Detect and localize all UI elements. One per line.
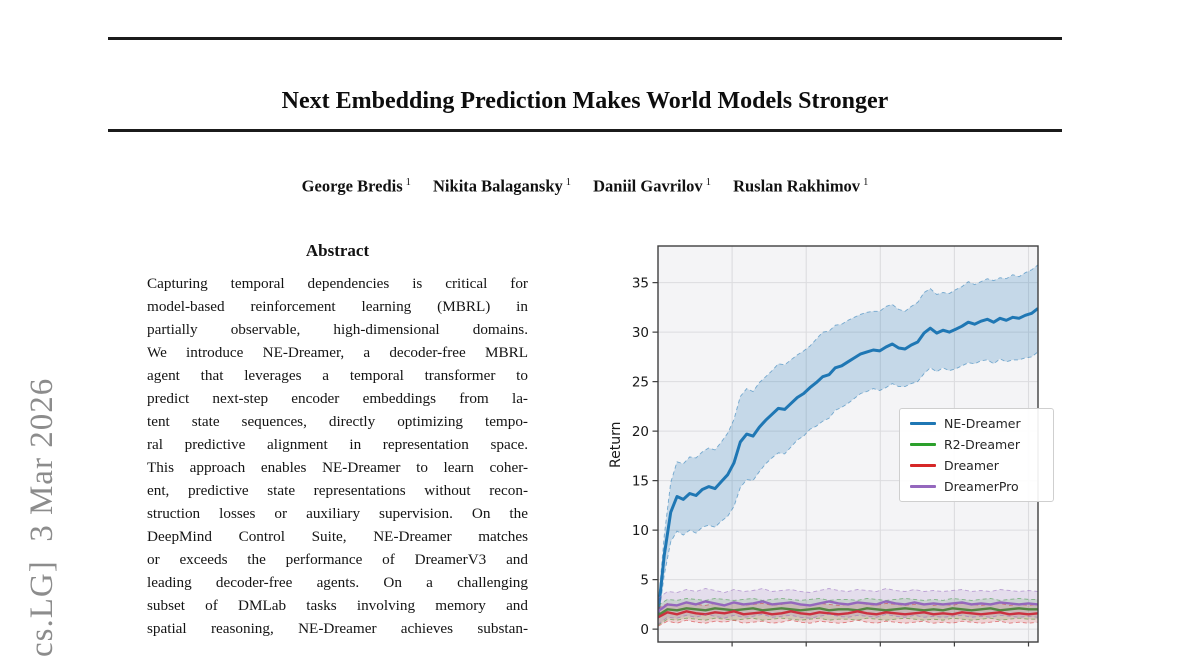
legend-line-swatch [910,484,936,489]
abstract-line: DeepMind Control Suite, NE-Dreamer match… [147,528,528,545]
legend-line-swatch [910,442,936,447]
author: Nikita Balagansky 1 [433,172,571,198]
arxiv-watermark: cs.LG] 3 Mar 2026 [24,377,60,657]
author: Daniil Gavrilov 1 [593,172,711,198]
abstract-line: leading decoder-free agents. On a challe… [147,574,528,591]
legend-item-DreamerPro: DreamerPro [910,478,1043,495]
band-lower-edge-DreamerPro [658,613,1038,625]
legend-label: Dreamer [944,458,999,473]
confidence-band-NE-Dreamer [658,264,1038,622]
y-axis-label: Return [608,422,624,468]
results-figure: 0 5 10 15 20 25 30 35 Return NE-Dreamer R2-Dream… [600,240,1060,648]
y-tick-label: 25 [632,374,649,390]
paper-title: Next Embedding Prediction Makes World Mo… [281,88,889,115]
author: Ruslan Rakhimov 1 [733,172,868,198]
y-tick-label: 15 [632,473,649,489]
abstract-line: spatial reasoning, NE-Dreamer achieves s… [147,620,528,637]
band-lower-edge-Dreamer [658,619,1038,627]
abstract-line: partially observable, high-dimensional d… [147,321,528,338]
author-name: Nikita Balagansky [433,176,563,196]
chart-legend: NE-Dreamer R2-Dreamer Dreamer DreamerPro [899,408,1054,502]
series-line-DreamerPro [658,600,1038,613]
band-upper-edge-NE-Dreamer [658,264,1038,608]
series-line-R2-Dreamer [658,607,1038,617]
authors-line: George Bredis 1 Nikita Balagansky 1 Daniil… [108,172,1062,198]
author-affiliation-superscript: 1 [405,177,411,188]
abstract-line: subset of DMLab tasks involving memory a… [147,597,528,614]
abstract-line: predict next-step encoder embeddings fro… [147,390,528,407]
abstract-line: struction losses or auxiliary supervisio… [147,505,528,522]
abstract-line: ral predictive alignment in representati… [147,436,528,453]
y-tick-label: 20 [632,424,649,440]
author-name: Ruslan Rakhimov [733,176,861,196]
legend-item-NE-Dreamer: NE-Dreamer [910,415,1043,432]
abstract-line: We introduce NE-Dreamer, a decoder-free … [147,344,528,361]
legend-item-R2-Dreamer: R2-Dreamer [910,436,1043,453]
legend-item-Dreamer: Dreamer [910,457,1043,474]
abstract-line: This approach enables NE-Dreamer to lear… [147,459,528,476]
abstract-line: tent state sequences, directly optimizin… [147,413,528,430]
legend-label: NE-Dreamer [944,416,1021,431]
abstract-line: ent, predictive state representations wi… [147,482,528,499]
y-tick-label: 35 [632,275,649,291]
legend-label: DreamerPro [944,479,1019,494]
gridlines [658,246,1038,642]
y-tick-label: 5 [640,572,649,588]
abstract-heading: Abstract [305,241,370,260]
author-name: George Bredis [301,176,403,196]
confidence-band-DreamerPro [658,588,1038,625]
abstract-line: model-based reinforcement learning (MBRL… [147,298,528,315]
author-affiliation-superscript: 1 [705,177,711,188]
axes-layer [652,282,1030,647]
author-name: Daniil Gavrilov [593,176,703,196]
band-upper-edge-R2-Dreamer [658,597,1038,606]
series-line-Dreamer [658,610,1038,619]
band-lower-edge-R2-Dreamer [658,617,1038,626]
legend-line-swatch [910,421,936,426]
y-tick-label: 30 [632,325,649,341]
abstract-line: or exceeds the performance of DreamerV3 … [147,551,528,568]
tick-labels: 0 5 10 15 20 25 30 35 [632,275,649,638]
header-rule-top [108,37,1062,40]
series-layer [658,264,1038,627]
y-tick-label: 10 [632,523,649,539]
header-rule-bottom [108,129,1062,132]
abstract-line: agent that leverages a temporal transfor… [147,367,528,384]
author-affiliation-superscript: 1 [565,177,572,188]
abstract-body: Capturing temporal dependencies is criti… [147,272,528,640]
author: George Bredis 1 [302,172,411,198]
author-affiliation-superscript: 1 [863,177,869,188]
legend-line-swatch [910,463,936,468]
legend-label: R2-Dreamer [944,437,1020,452]
abstract-line: Capturing temporal dependencies is criti… [147,275,528,292]
y-tick-label: 0 [640,622,649,638]
band-upper-edge-DreamerPro [658,588,1038,599]
series-line-NE-Dreamer [658,307,1038,615]
